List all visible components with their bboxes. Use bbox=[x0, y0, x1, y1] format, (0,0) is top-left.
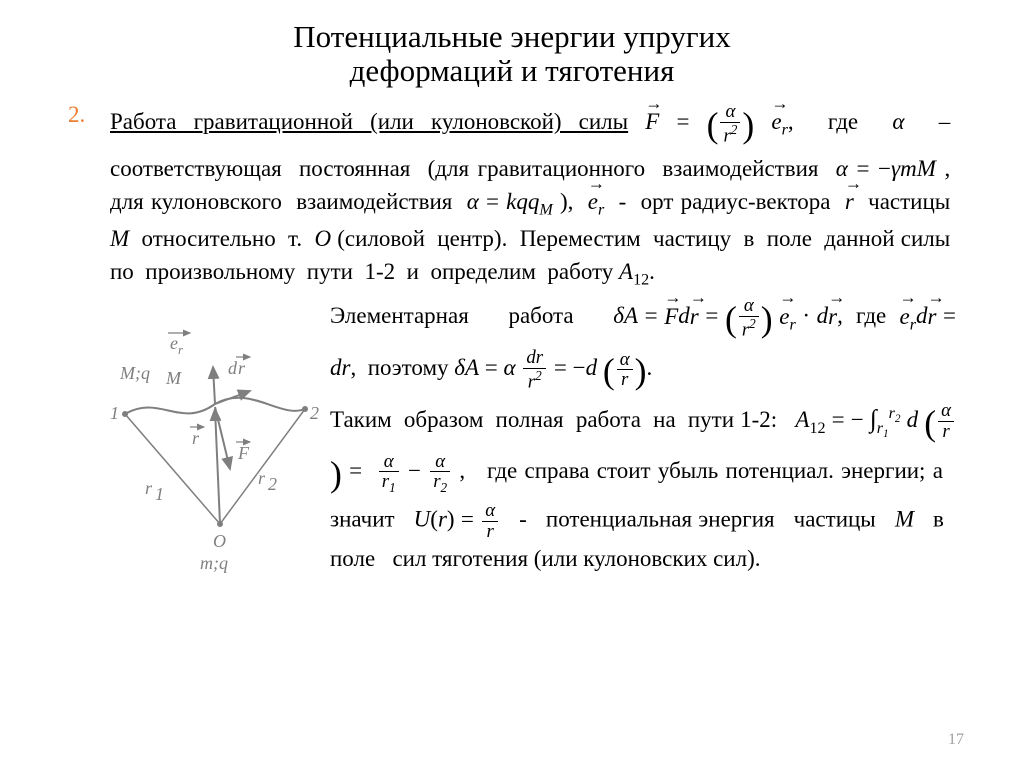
svg-text:M: M bbox=[165, 368, 182, 388]
svg-text:er: er bbox=[170, 333, 184, 357]
svg-text:O: O bbox=[213, 531, 226, 551]
paragraph-1: Работа гравитационной (или кулоновской) … bbox=[110, 100, 956, 292]
title-line1: Потенциальные энергии упругих bbox=[293, 19, 730, 54]
svg-text:m;q: m;q bbox=[200, 553, 228, 573]
svg-text:F: F bbox=[237, 443, 250, 463]
svg-text:1: 1 bbox=[155, 484, 164, 504]
physics-diagram: er M;q M d r 1 2 r F r bbox=[110, 294, 330, 588]
svg-text:r: r bbox=[145, 478, 153, 498]
title-line2: деформаций и тяготения bbox=[350, 53, 675, 88]
svg-text:2: 2 bbox=[310, 403, 319, 423]
svg-text:r: r bbox=[258, 468, 266, 488]
page-number: 17 bbox=[948, 731, 964, 749]
page-title: Потенциальные энергии упругих деформаций… bbox=[68, 20, 956, 88]
svg-text:r: r bbox=[192, 428, 200, 448]
paragraph-2: Элементарная работа δA = Fdr = (αr2) er … bbox=[330, 294, 956, 575]
svg-text:M;q: M;q bbox=[119, 363, 150, 383]
svg-text:2: 2 bbox=[268, 474, 277, 494]
list-number: 2. bbox=[68, 100, 110, 128]
svg-text:r: r bbox=[238, 358, 246, 378]
svg-text:1: 1 bbox=[110, 403, 119, 423]
svg-text:d: d bbox=[228, 358, 238, 378]
